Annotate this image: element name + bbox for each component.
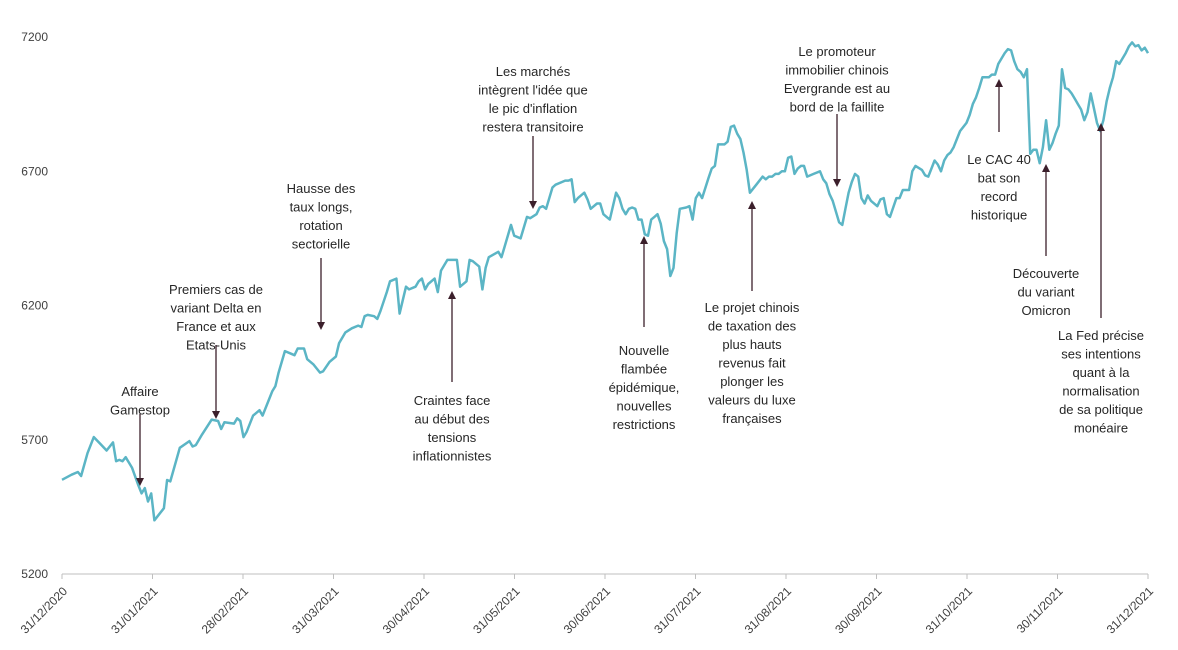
annotation-craintes: Craintes face au début des tensions inflati…: [413, 291, 492, 464]
annotation-text: Affaire Gamestop: [110, 384, 170, 418]
annotation-text: La Fed précise ses intentions quant à la no…: [1058, 328, 1144, 436]
x-tick-label: 30/09/2021: [832, 584, 885, 637]
x-tick-label: 28/02/2021: [199, 584, 252, 637]
annotation-record: Le CAC 40 bat son record historique: [967, 79, 1031, 223]
x-tick-label: 31/03/2021: [289, 584, 342, 637]
annotation-text: Nouvelle flambée épidémique, nouvelles restr…: [609, 343, 680, 432]
y-tick-label: 5200: [21, 567, 48, 581]
chart-axes: [61, 573, 1149, 579]
annotation-text: Le projet chinois de taxation des plus hau…: [705, 300, 800, 426]
plot-area: [61, 41, 1150, 522]
annotation-text: Les marchés intègrent l'idée que le pic d'…: [478, 64, 587, 135]
x-tick-label: 30/06/2021: [561, 584, 614, 637]
annotation-text: Premiers cas de variant Delta en France et…: [169, 282, 263, 353]
x-tick-label: 31/07/2021: [651, 584, 704, 637]
x-tick-label: 31/01/2021: [108, 584, 161, 637]
annotation-omicron: Découverte du variant Omicron: [1013, 164, 1079, 318]
x-tick-label: 31/05/2021: [470, 584, 523, 637]
annotation-fed: La Fed précise ses intentions quant à la no…: [1058, 123, 1144, 436]
y-tick-label: 5700: [21, 433, 48, 447]
annotation-luxe: Le projet chinois de taxation des plus hau…: [705, 201, 800, 426]
annotation-text: Le promoteur immobilier chinois Evergrande…: [784, 44, 890, 115]
series-line-cac40: [61, 41, 1150, 522]
annotation-text: Craintes face au début des tensions inflati…: [413, 393, 492, 464]
x-tick-label: 31/12/2021: [1104, 584, 1157, 637]
annotation-gamestop: Affaire Gamestop: [110, 384, 170, 486]
y-tick-label: 6200: [21, 299, 48, 313]
y-tick-labels: 5200 5700 6200 6700 7200: [21, 30, 48, 581]
annotations: Affaire Gamestop Premiers cas de variant De…: [110, 44, 1144, 486]
annotation-transitoire: Les marchés intègrent l'idée que le pic d'…: [478, 64, 588, 209]
annotation-text: Découverte du variant Omicron: [1013, 266, 1079, 318]
annotation-flambee: Nouvelle flambée épidémique, nouvelles restr…: [609, 236, 680, 432]
x-tick-label: 31/08/2021: [742, 584, 795, 637]
annotation-text: Hausse des taux longs, rotation sectorielle: [287, 181, 356, 252]
x-tick-label: 30/11/2021: [1014, 584, 1066, 636]
y-tick-label: 7200: [21, 30, 48, 44]
x-tick-label: 31/10/2021: [923, 584, 976, 637]
annotation-text: Le CAC 40 bat son record historique: [967, 152, 1031, 223]
y-tick-label: 6700: [21, 164, 48, 178]
annotation-delta: Premiers cas de variant Delta en France et…: [169, 282, 263, 419]
annotation-evergrande: Le promoteur immobilier chinois Evergrande…: [784, 44, 890, 187]
x-tick-label: 31/12/2020: [18, 584, 71, 637]
x-tick-label: 30/04/2021: [380, 584, 433, 637]
annotation-taux: Hausse des taux longs, rotation sectorielle: [287, 181, 356, 330]
x-tick-labels: 31/12/2020 31/01/2021 28/02/2021 31/03/2021…: [18, 584, 1157, 637]
